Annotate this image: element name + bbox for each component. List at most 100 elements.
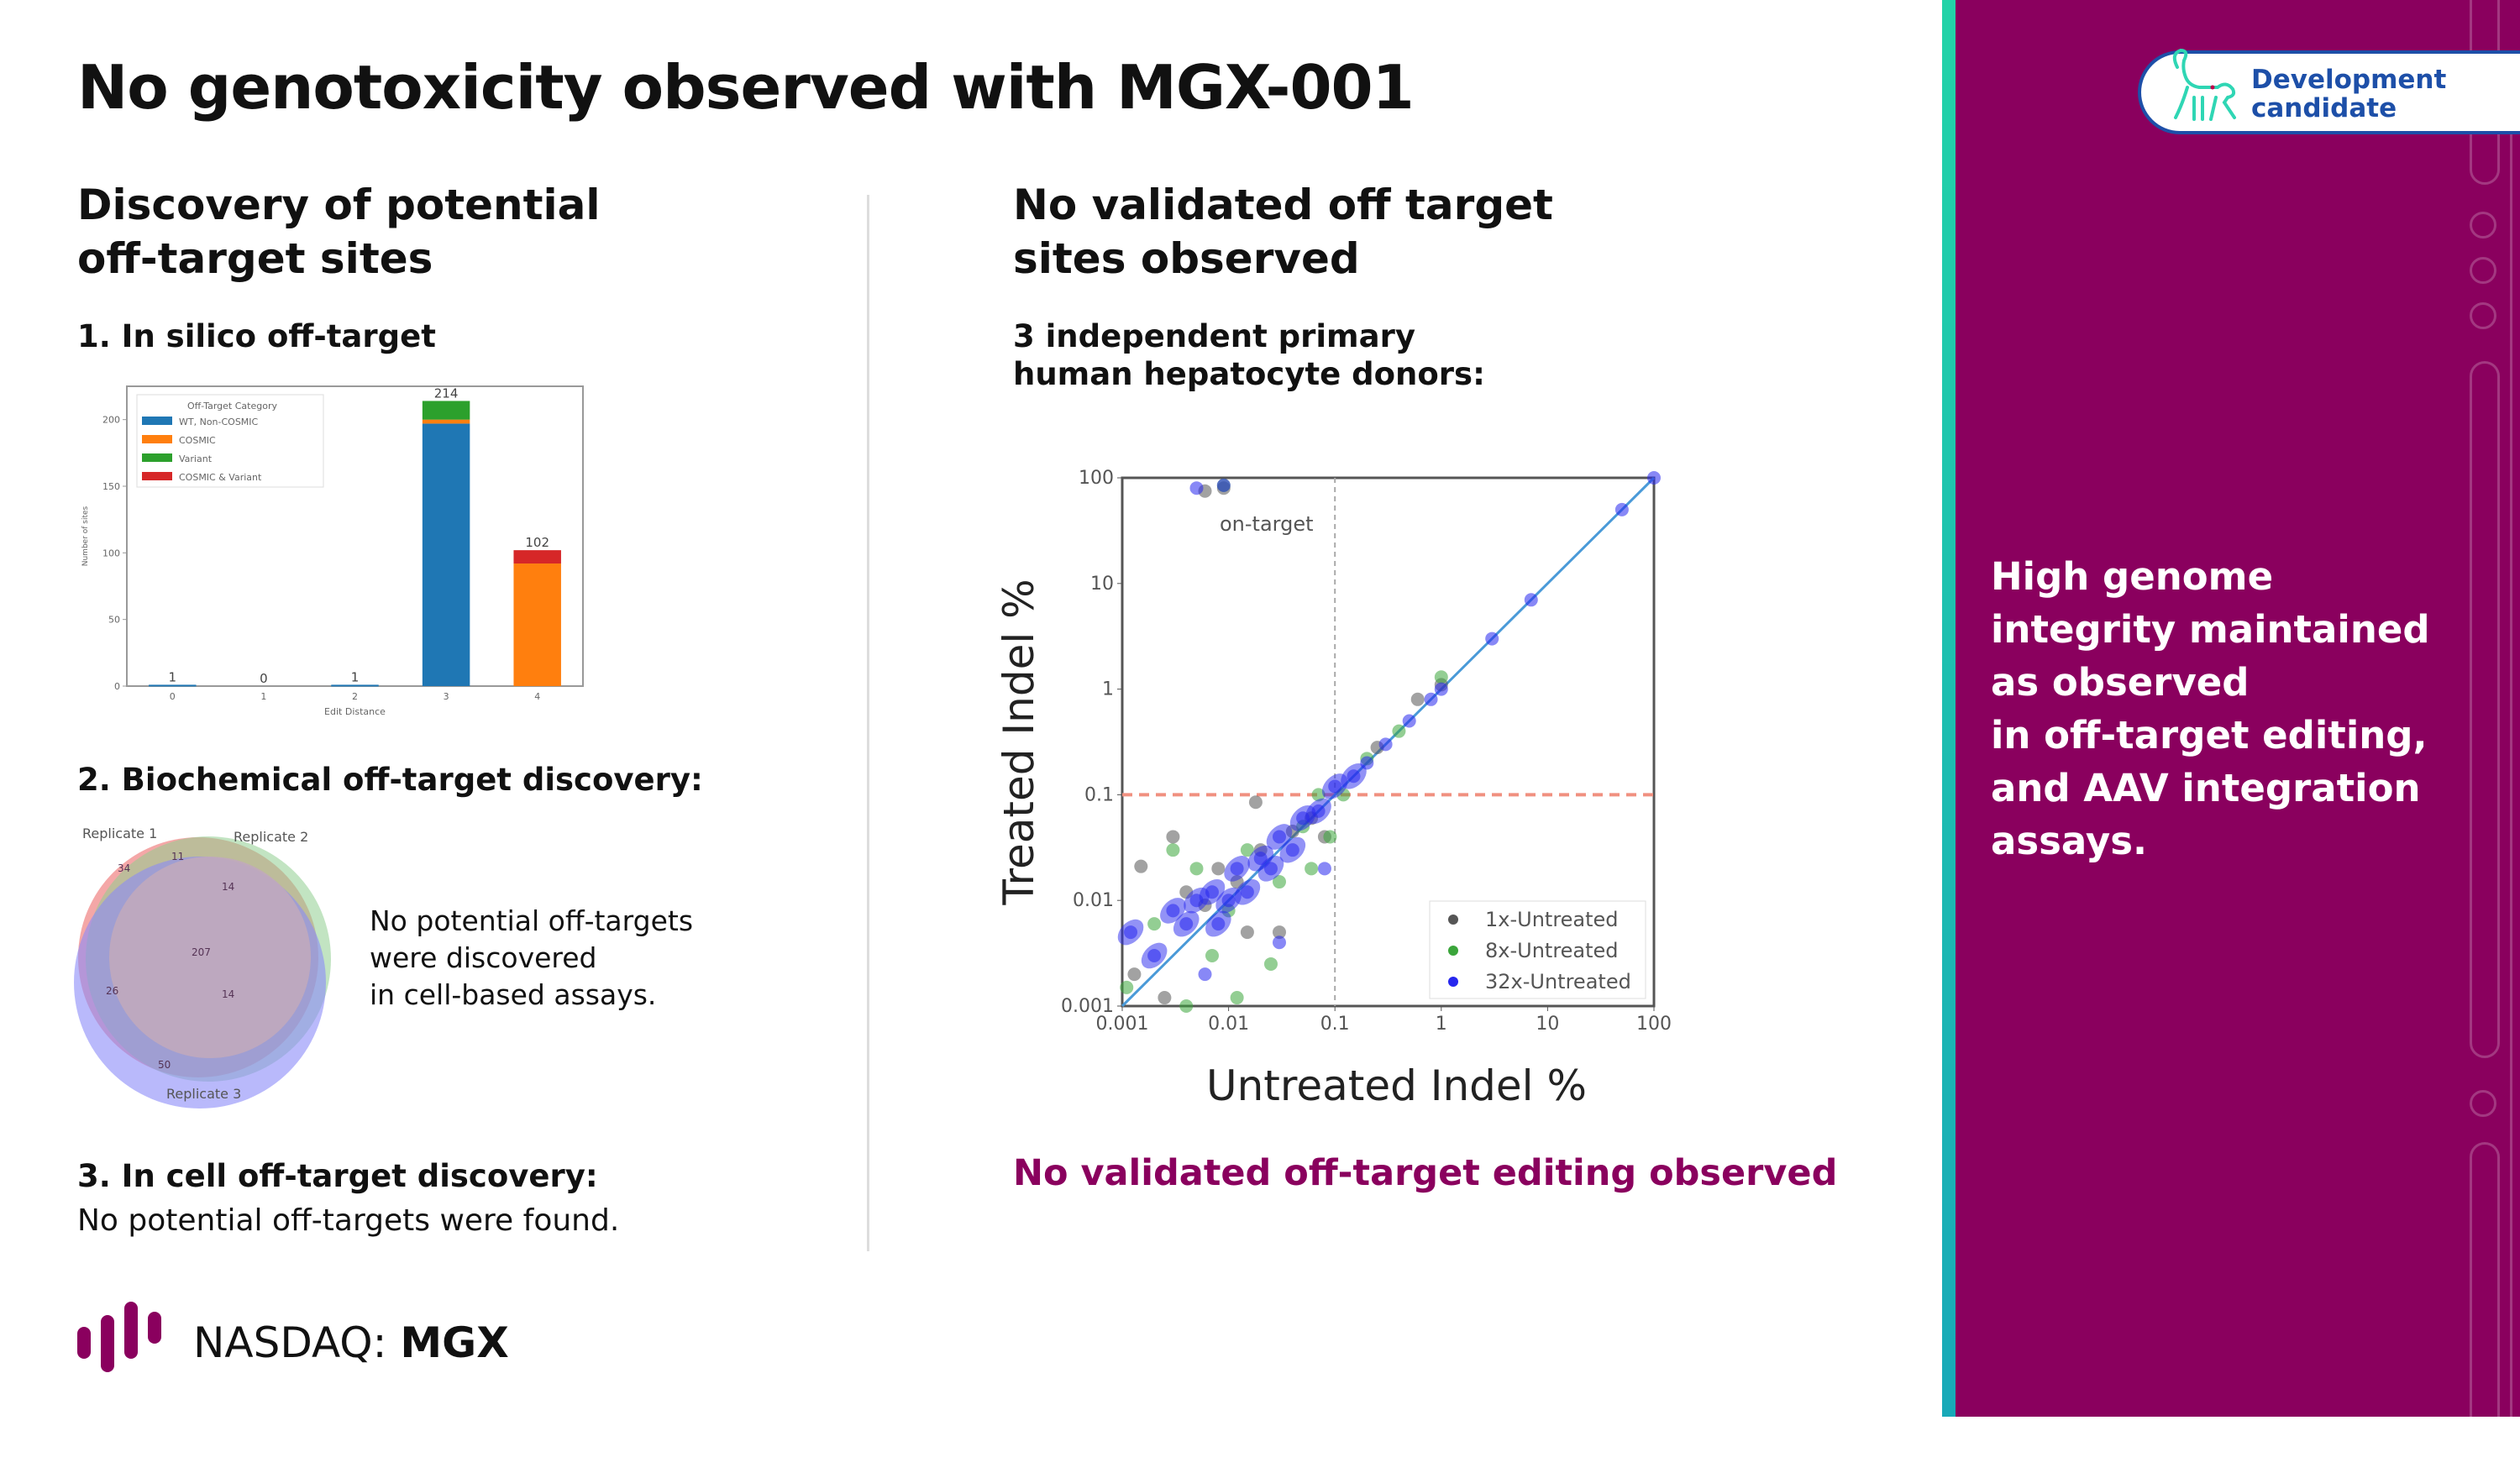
y-tick-label: 200 xyxy=(102,415,120,426)
claim-line: assays. xyxy=(1991,819,2148,863)
subheading-line: human hepatocyte donors: xyxy=(1013,356,1485,392)
finding-text: No validated off-target editing observed xyxy=(1013,1152,1838,1194)
data-point xyxy=(1311,788,1326,802)
legend-marker xyxy=(1448,915,1458,925)
exchange: NASDAQ: xyxy=(193,1318,387,1367)
data-point xyxy=(1392,724,1406,738)
x-tick-label: 2 xyxy=(352,691,358,702)
decor-shape xyxy=(2470,361,2500,1058)
data-point xyxy=(1647,471,1661,485)
data-point xyxy=(1263,957,1278,971)
data-point xyxy=(1378,737,1393,752)
claim-line: High genome xyxy=(1991,554,2274,599)
data-point xyxy=(1410,692,1425,706)
x-tick-label: 3 xyxy=(444,691,449,702)
venn-region-count: 11 xyxy=(171,851,184,862)
step1-label: 1. In silico off-target xyxy=(77,318,436,354)
ticker: MGX xyxy=(400,1318,509,1367)
venn-core xyxy=(109,857,311,1058)
data-point xyxy=(1424,692,1438,706)
data-point xyxy=(1158,991,1172,1005)
badge-line: Development xyxy=(2251,65,2447,95)
venn-region-count: 14 xyxy=(222,988,234,1000)
step2-note: No potential off-targets were discovered i… xyxy=(370,903,693,1014)
legend-swatch xyxy=(142,417,172,425)
y-tick-label: 10 xyxy=(1090,574,1114,595)
data-point xyxy=(1205,948,1219,962)
legend-label: Variant xyxy=(179,453,213,464)
data-point xyxy=(1273,925,1287,940)
data-point xyxy=(1211,862,1226,876)
badge-line: candidate xyxy=(2251,93,2397,123)
decor-shape xyxy=(2470,302,2496,329)
data-point xyxy=(1317,862,1331,876)
subheading-line: 3 independent primary xyxy=(1013,318,1415,354)
badge-label: Development candidate xyxy=(2251,66,2446,123)
venn-set-label: Replicate 1 xyxy=(82,825,157,841)
heading-line: off-target sites xyxy=(77,234,433,283)
data-point-cluster xyxy=(1117,919,1144,946)
x-tick-label: 100 xyxy=(1636,1014,1672,1035)
legend-label: COSMIC xyxy=(179,435,216,446)
heading-line: sites observed xyxy=(1013,234,1360,283)
legend-label: 32x-Untreated xyxy=(1485,970,1631,993)
data-point xyxy=(1189,862,1204,876)
x-tick-label: 4 xyxy=(534,691,540,702)
data-point-cluster xyxy=(1141,942,1168,969)
data-point xyxy=(1323,830,1337,844)
y-tick-label: 0.001 xyxy=(1061,996,1114,1017)
data-point xyxy=(1524,593,1538,607)
x-axis-label: Edit Distance xyxy=(324,706,386,717)
data-point-cluster xyxy=(1224,856,1250,882)
legend-label: 8x-Untreated xyxy=(1485,939,1619,962)
data-point xyxy=(1485,632,1499,646)
side-panel xyxy=(1956,0,2520,1478)
data-point xyxy=(1147,917,1162,931)
venn-diagram: Replicate 1 Replicate 2 Replicate 3 34 11 14 2… xyxy=(74,825,331,1108)
legend-title: Off-Target Category xyxy=(187,401,277,411)
venn-region-count: 50 xyxy=(158,1059,171,1071)
legend-swatch xyxy=(142,453,172,462)
legend-label: 1x-Untreated xyxy=(1485,908,1619,931)
column-divider xyxy=(867,195,869,1251)
bar-segment xyxy=(422,401,470,420)
data-point xyxy=(1273,936,1287,950)
y-tick-label: 50 xyxy=(108,615,120,626)
data-point xyxy=(1166,843,1180,857)
legend-marker xyxy=(1448,977,1458,987)
data-point xyxy=(1120,980,1134,994)
decor-shape xyxy=(2470,212,2496,238)
ticker-label: NASDAQ: MGX xyxy=(193,1318,509,1367)
claim-text: High genome integrity maintained as obse… xyxy=(1991,550,2495,867)
data-point-cluster xyxy=(1173,910,1200,937)
x-tick-label: 0.001 xyxy=(1096,1014,1149,1035)
bar-total-label: 102 xyxy=(525,535,549,550)
legend-label: COSMIC & Variant xyxy=(179,472,262,483)
bar-total-label: 214 xyxy=(434,385,459,401)
legend-swatch xyxy=(142,435,172,443)
legend-label: WT, Non-COSMIC xyxy=(179,417,259,427)
bar-segment xyxy=(149,684,197,687)
venn-region-count: 14 xyxy=(222,881,234,893)
data-point xyxy=(1248,795,1263,810)
note-line: in cell-based assays. xyxy=(370,978,657,1011)
right-heading: No validated off target sites observed xyxy=(1013,178,1601,286)
bar-segment xyxy=(422,419,470,424)
data-point-cluster xyxy=(1341,763,1367,789)
venn-set-label: Replicate 2 xyxy=(234,829,308,845)
heading-line: No validated off target xyxy=(1013,181,1553,229)
data-point xyxy=(1614,502,1629,516)
data-point xyxy=(1134,859,1148,873)
bar-segment xyxy=(331,684,379,687)
legend-box xyxy=(1429,900,1646,999)
on-target-annotation: on-target xyxy=(1220,512,1314,536)
decor-shape xyxy=(2470,1090,2496,1117)
claim-line: and AAV integration xyxy=(1991,766,2421,810)
legend-swatch xyxy=(142,472,172,480)
bar-segment xyxy=(422,423,470,686)
y-tick-label: 100 xyxy=(102,548,120,558)
logo-bar xyxy=(77,1327,91,1359)
indel-scatter-plot: 0.001 0.01 0.1 1 10 100 0.001 0.01 0.1 1 10 100 on-t… xyxy=(1000,468,1672,1110)
claim-line: integrity maintained xyxy=(1991,607,2430,652)
